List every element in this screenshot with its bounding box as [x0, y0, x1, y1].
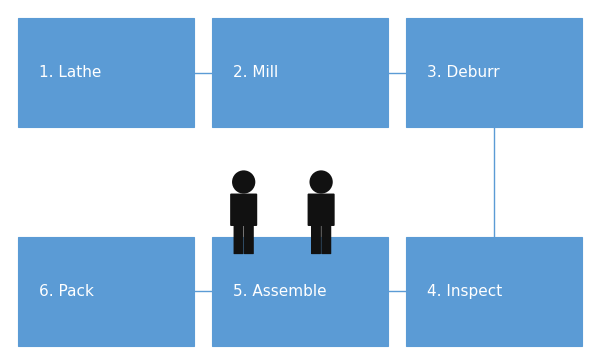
- Text: 3. Deburr: 3. Deburr: [427, 65, 500, 80]
- FancyBboxPatch shape: [311, 225, 321, 254]
- FancyBboxPatch shape: [212, 18, 388, 127]
- FancyBboxPatch shape: [18, 18, 194, 127]
- FancyBboxPatch shape: [230, 194, 257, 226]
- FancyBboxPatch shape: [233, 225, 244, 254]
- Circle shape: [232, 170, 256, 194]
- Text: 1. Lathe: 1. Lathe: [39, 65, 101, 80]
- FancyBboxPatch shape: [308, 194, 335, 226]
- Text: 5. Assemble: 5. Assemble: [233, 284, 327, 299]
- FancyBboxPatch shape: [406, 18, 582, 127]
- Text: 4. Inspect: 4. Inspect: [427, 284, 502, 299]
- Text: 2. Mill: 2. Mill: [233, 65, 278, 80]
- FancyBboxPatch shape: [18, 237, 194, 346]
- FancyBboxPatch shape: [321, 225, 331, 254]
- Text: 6. Pack: 6. Pack: [39, 284, 94, 299]
- FancyBboxPatch shape: [406, 237, 582, 346]
- Circle shape: [310, 170, 333, 194]
- FancyBboxPatch shape: [212, 237, 388, 346]
- FancyBboxPatch shape: [244, 225, 254, 254]
